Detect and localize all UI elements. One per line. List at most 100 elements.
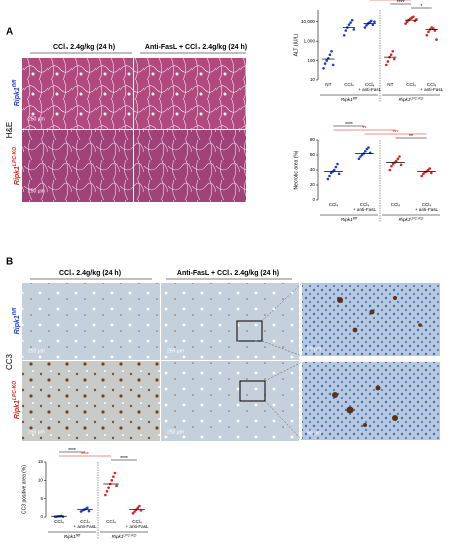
row-label: Ripk1LPC-KO — [12, 381, 21, 419]
genotype: fl/fl — [12, 307, 18, 315]
he-image — [134, 130, 246, 202]
he-image — [22, 130, 133, 202]
data-point — [412, 15, 415, 19]
data-point — [326, 177, 330, 181]
scale-bar-label: 250 µm — [28, 116, 45, 122]
data-point — [334, 165, 338, 169]
stained-cells — [332, 296, 422, 427]
data-point — [393, 57, 396, 61]
gene: Ripk1 — [341, 217, 353, 222]
category-label: + anti-FasL — [420, 87, 444, 92]
cc3-image — [22, 283, 160, 360]
data-point — [336, 162, 339, 166]
column-header: CCl₄ 2.4g/kg (24 h) — [53, 44, 115, 51]
category-label: CCl₄ — [360, 202, 370, 207]
data-point — [322, 66, 325, 70]
data-point — [86, 506, 89, 510]
data-point — [396, 157, 400, 161]
significance-label: **** — [68, 448, 76, 454]
gene: Ripk1 — [341, 97, 353, 102]
data-point — [138, 504, 141, 508]
y-axis-label: CC3 positive area (%) — [21, 465, 27, 514]
category-label: CCl₄ — [80, 519, 90, 524]
y-tick-label: 10 — [38, 478, 44, 483]
data-point — [365, 24, 368, 27]
he-image — [22, 58, 133, 129]
data-point — [333, 168, 336, 172]
data-point — [105, 490, 109, 493]
data-point — [342, 33, 346, 37]
genotype: LPC-KO — [123, 533, 136, 537]
category-label: NT — [325, 82, 331, 87]
data-point — [325, 59, 329, 62]
genotype: LPC-KO — [410, 216, 423, 220]
panel-label: B — [6, 257, 13, 268]
significance-label: * — [389, 0, 391, 2]
cc3-image — [22, 361, 160, 441]
row-label: Ripk1fl/fl — [12, 79, 21, 106]
data-point — [131, 512, 135, 515]
data-point — [430, 171, 433, 175]
category-label: CCl₄ — [422, 202, 432, 207]
significance-label: *** — [393, 130, 399, 136]
data-point — [435, 38, 438, 41]
significance-label: **** — [345, 122, 353, 128]
data-point — [399, 163, 403, 167]
data-point — [427, 30, 430, 34]
gene: Ripk1 — [64, 534, 76, 539]
data-point — [428, 167, 432, 170]
gene: Ripk1 — [14, 400, 21, 419]
category-label: CCl₄ — [329, 202, 339, 207]
genotype: LPC-KO — [12, 381, 18, 400]
category-label: CCl₄ — [365, 82, 375, 87]
data-point — [389, 53, 393, 57]
y-tick-label: 40 — [310, 167, 316, 172]
cc3-image — [161, 283, 299, 360]
data-point — [107, 486, 110, 489]
category-label: CCl₄ — [132, 519, 142, 524]
category-label: + anti-FasL — [358, 87, 382, 92]
scale-bar-label: 250 µm — [28, 429, 45, 435]
genotype: fl/fl — [353, 216, 358, 220]
panel-label: A — [6, 27, 13, 38]
category-label: CCl₄ — [54, 519, 64, 524]
y-tick-label: 80 — [310, 137, 316, 142]
significance-label: * — [420, 4, 422, 10]
data-point — [425, 33, 429, 37]
row-label: Ripk1fl/fl — [12, 307, 21, 334]
data-point — [104, 493, 107, 497]
genotype: LPC-KO — [12, 147, 18, 166]
data-point — [390, 164, 393, 168]
data-point — [112, 475, 115, 478]
y-tick-label: 0 — [312, 197, 315, 202]
row-label: Ripk1LPC-KO — [12, 147, 21, 185]
column-header: Anti-FasL + CCl₄ 2.4g/kg (24 h) — [177, 270, 279, 277]
category-label: + anti-FasL — [125, 524, 149, 529]
column-header: CCl₄ 2.4g/kg (24 h) — [59, 270, 121, 277]
category-label: CCl₄ — [106, 519, 116, 524]
y-tick-label: 100 — [307, 58, 315, 63]
genotype: LPC-KO — [410, 96, 423, 100]
scale-bar-label: 250 µm — [167, 348, 184, 354]
data-point — [404, 22, 407, 25]
data-point — [388, 168, 392, 172]
data-point — [398, 155, 401, 158]
data-point — [113, 471, 117, 475]
data-point — [349, 21, 352, 24]
y-tick-label: 10 — [310, 77, 316, 82]
data-point — [350, 18, 354, 22]
data-point — [385, 63, 388, 67]
genotype: fl/fl — [353, 96, 358, 100]
scale-bar-label: 250 µm — [28, 188, 45, 194]
data-point — [347, 23, 351, 27]
y-axis-label: Necrotic area (%) — [293, 150, 299, 189]
gene: Ripk1 — [14, 166, 21, 185]
scale-bar-label: 50 µm — [307, 430, 321, 436]
data-point — [433, 29, 437, 32]
stain-label: H&E — [5, 122, 14, 138]
y-tick-label: 10,000 — [301, 19, 315, 24]
category-label: + anti-FasL — [415, 207, 439, 212]
category-label: CCl₄ — [427, 82, 437, 87]
